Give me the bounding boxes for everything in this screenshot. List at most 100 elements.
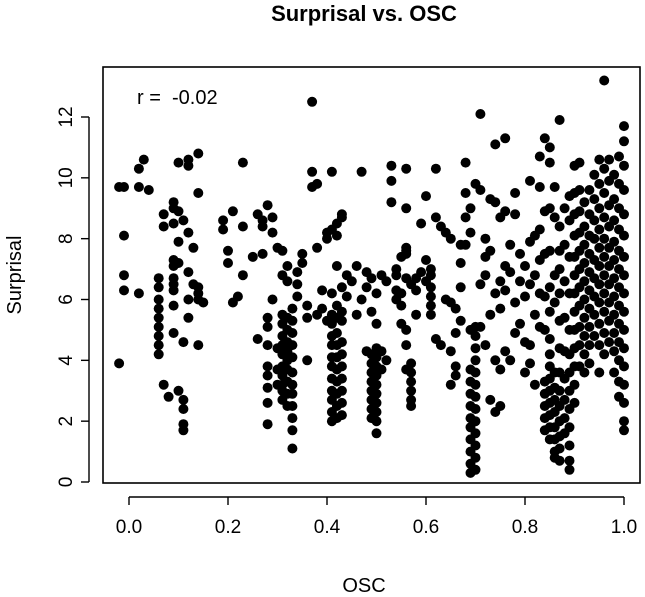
data-point [579,312,590,323]
data-point [317,285,328,296]
data-point [554,115,565,125]
data-point [282,276,293,287]
data-point [153,331,164,341]
data-point [277,245,288,256]
data-point [609,291,620,302]
data-points [114,75,629,478]
data-point [450,328,461,338]
data-point [307,166,318,177]
data-point [594,297,605,308]
data-point [525,175,535,186]
data-point [351,309,362,320]
data-point [326,288,337,299]
data-point [604,154,615,165]
data-point [401,340,412,351]
data-point [356,166,367,177]
data-point [287,328,298,338]
data-point [599,233,610,244]
data-point [227,206,238,217]
data-point [232,291,243,302]
data-point [599,349,610,360]
data-point [559,413,570,424]
data-point [599,188,610,198]
data-point [336,397,347,408]
data-point [371,397,382,408]
data-point [604,337,615,348]
data-point [163,391,174,402]
data-point [153,349,164,360]
data-point [480,270,491,281]
data-point [525,340,535,351]
data-point [539,133,550,144]
data-point [510,188,521,198]
data-point [460,188,471,198]
data-point [619,230,629,241]
data-point [470,464,481,475]
data-point [386,175,397,186]
data-point [470,343,481,354]
data-point [381,355,392,366]
data-point [619,185,629,195]
data-point [470,404,481,414]
data-point [515,318,525,329]
data-point [292,279,303,290]
data-point [594,224,605,235]
data-point [554,264,565,275]
data-point [153,340,164,351]
data-point [500,346,511,357]
data-point [326,166,337,177]
data-point [549,212,560,223]
data-point [119,270,129,281]
chart-title: Surprisal vs. OSC [271,1,457,26]
data-point [302,312,313,323]
data-point [559,203,570,214]
data-point [475,321,486,332]
data-point [336,337,347,348]
data-point [336,373,347,384]
data-point [574,206,585,217]
data-point [594,279,605,290]
data-point [366,306,377,317]
data-point [529,379,540,390]
data-point [371,288,382,299]
data-point [421,191,431,202]
data-point [133,182,144,192]
data-point [312,242,323,253]
data-point [554,443,565,454]
data-point [193,340,204,351]
data-point [267,212,278,223]
data-point [430,212,441,223]
data-point [450,370,461,381]
data-point [455,282,466,293]
data-point [619,306,629,317]
data-point [579,331,590,341]
data-point [485,309,496,320]
data-point [425,291,436,302]
data-point [425,309,436,320]
data-point [302,355,313,366]
data-point [282,261,293,271]
data-point [168,328,179,338]
data-point [475,279,486,290]
data-point [336,361,347,372]
data-point [336,385,347,396]
data-point [520,367,530,378]
data-point [594,203,605,214]
data-point [297,258,308,268]
data-point [460,239,471,250]
data-point [411,309,422,320]
data-point [336,315,347,326]
data-point [262,361,273,372]
data-point [544,334,555,344]
data-point [386,197,397,208]
data-point [549,297,560,308]
data-point [490,197,501,208]
data-point [619,288,629,299]
data-point [485,394,496,405]
data-point [564,422,575,433]
data-point [406,401,417,411]
data-point [262,397,273,408]
data-point [594,340,605,351]
data-point [371,318,382,329]
